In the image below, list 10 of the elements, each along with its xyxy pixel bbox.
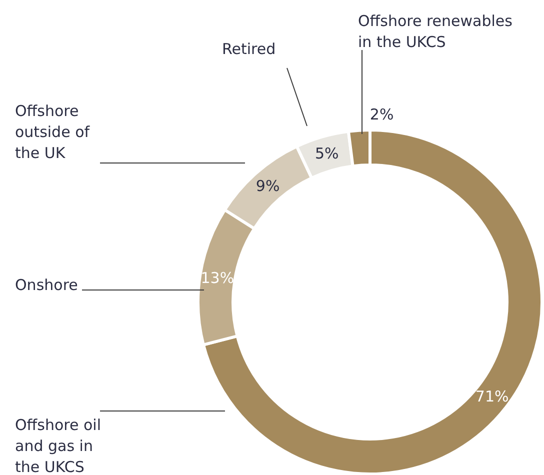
slice-label: Retired [222,40,276,58]
data-label: 5% [314,144,339,163]
data-label: 71% [475,388,509,406]
data-label: 2% [370,105,394,124]
slice-label: Offshore outside of the UK [15,102,90,162]
slice-label: Offshore oil and gas in the UKCS [15,416,101,475]
slice-label: Offshore renewables in the UKCS [358,12,513,51]
data-label: 13% [200,268,234,287]
data-label: 9% [256,177,280,196]
slice-label: Onshore [15,276,78,294]
